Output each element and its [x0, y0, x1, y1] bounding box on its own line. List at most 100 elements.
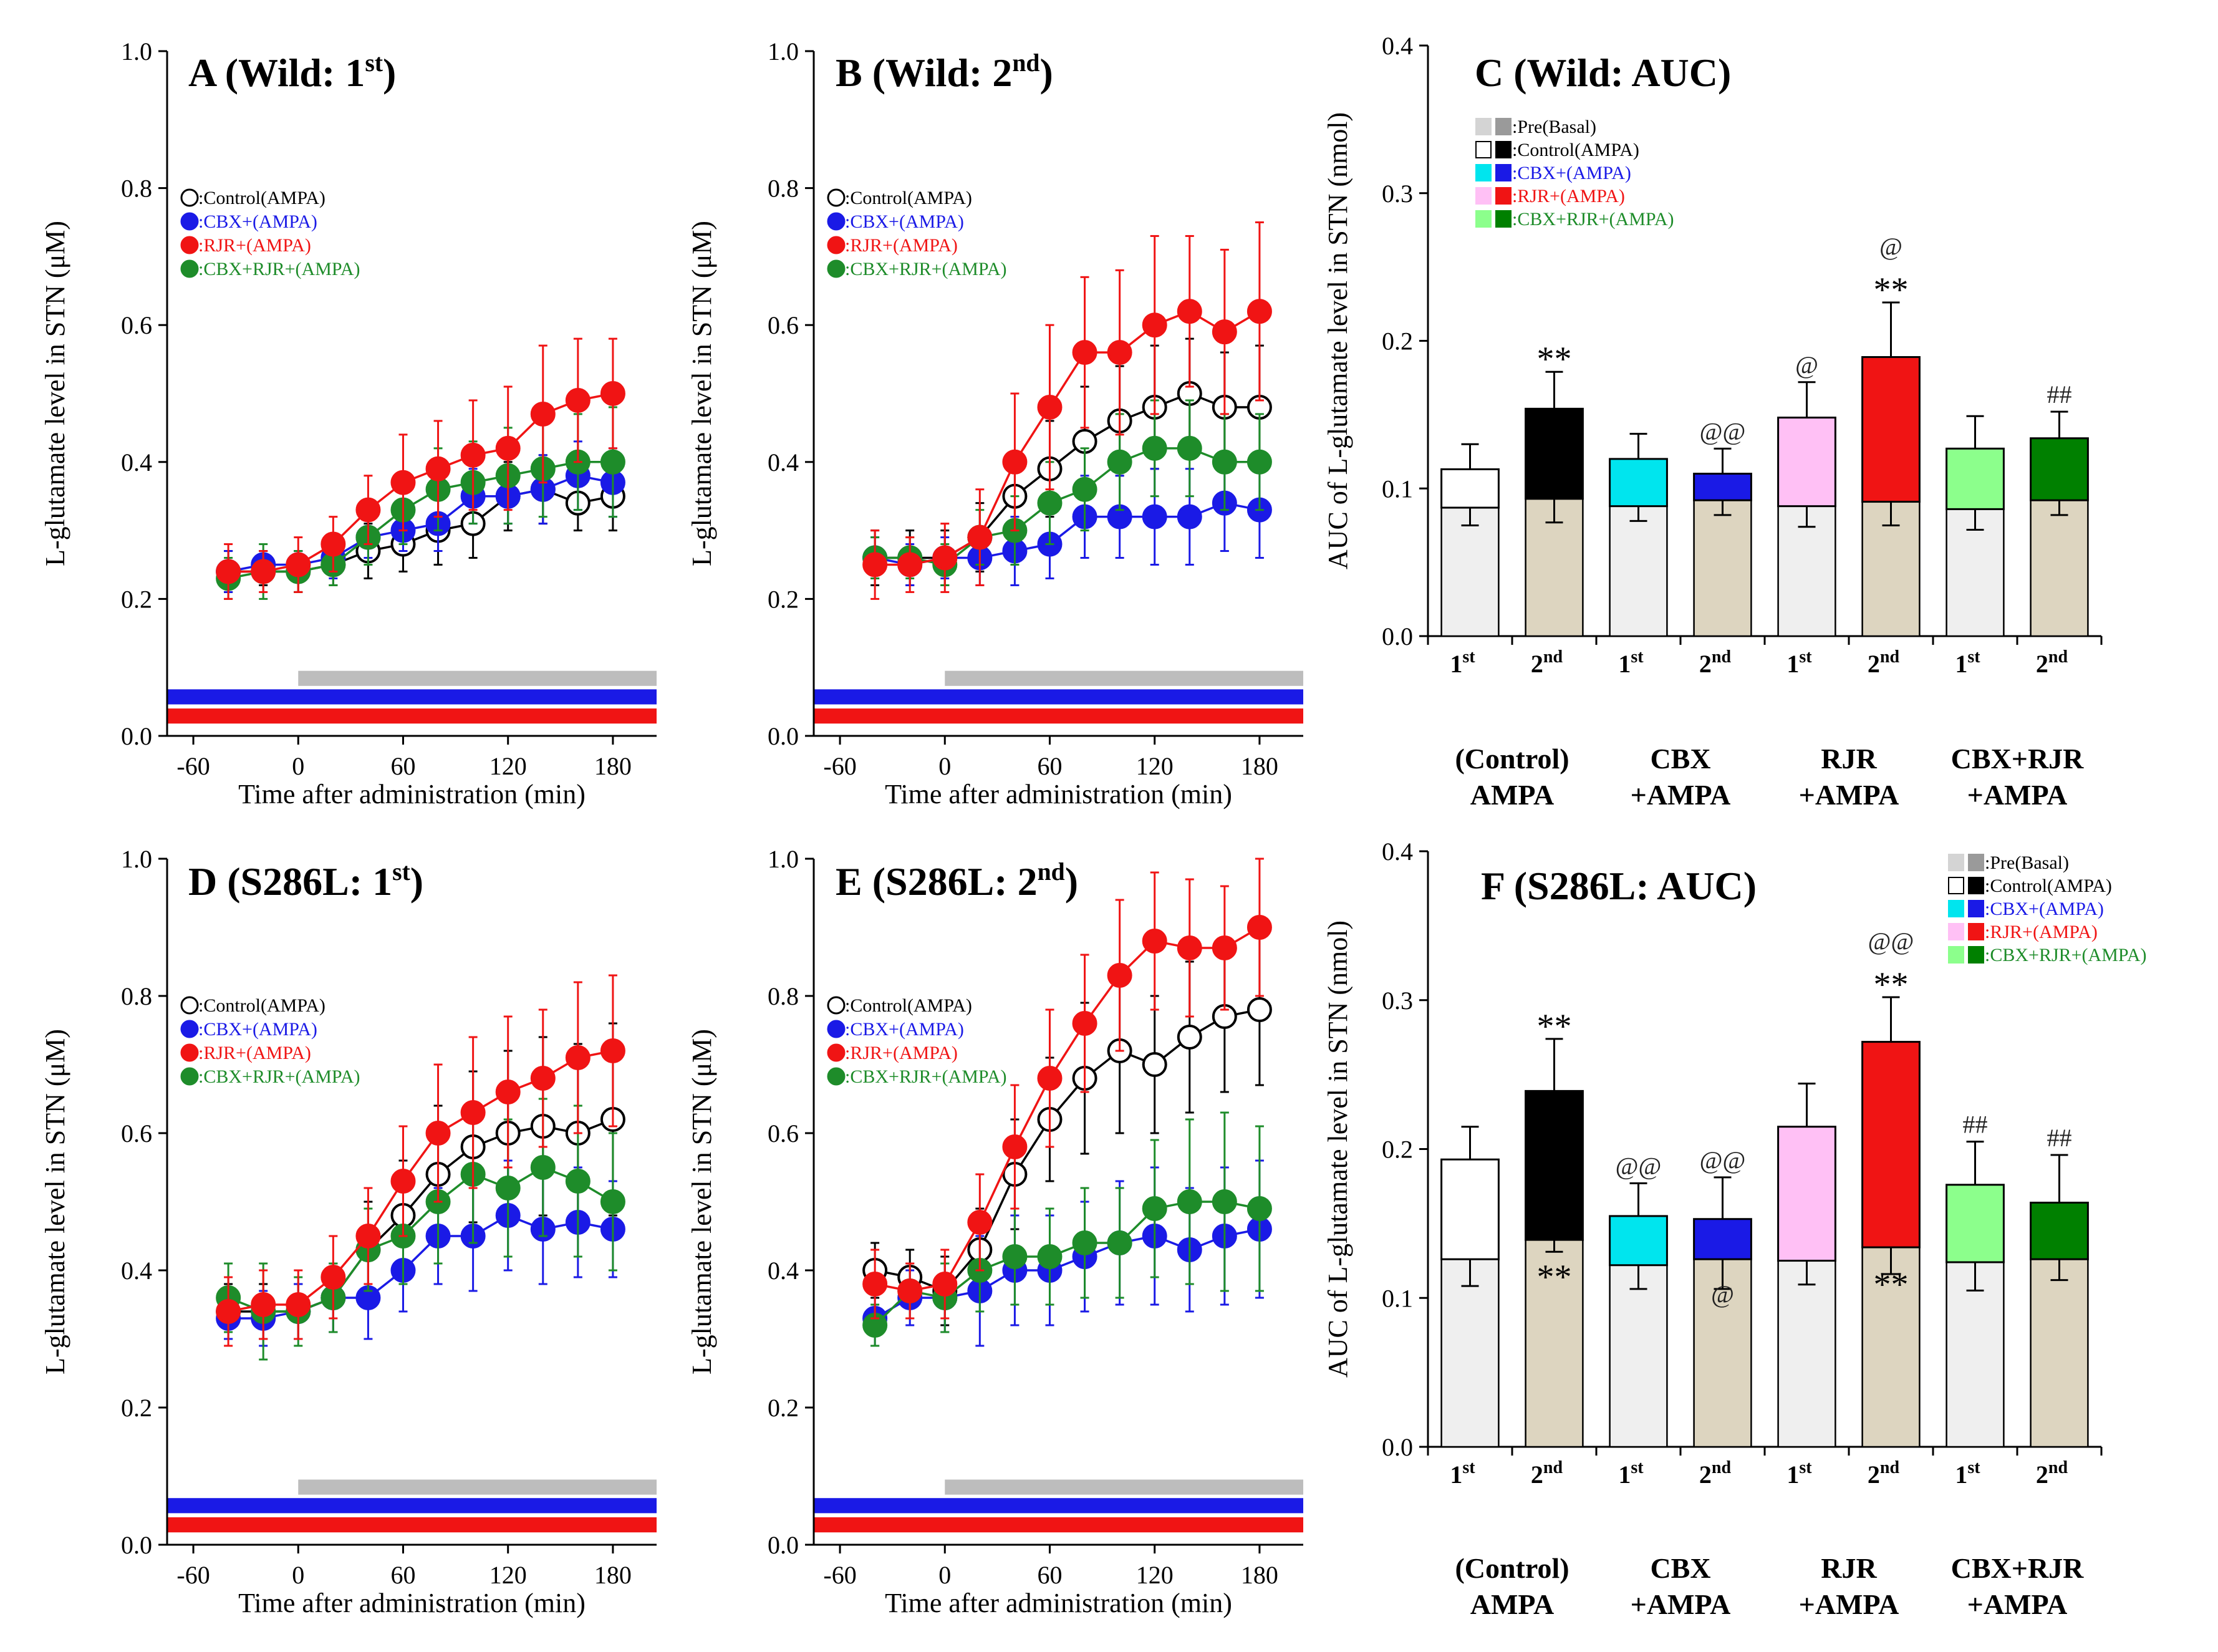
bar-label: 1st: [1786, 647, 1812, 678]
bar-label: 2nd: [2036, 647, 2068, 678]
data-point: [1212, 935, 1237, 960]
data-point: [1072, 1011, 1097, 1036]
bar-basal: [1777, 505, 1836, 637]
bar-label: 2nd: [1699, 1458, 1732, 1489]
panel-A: 0.0 0.2 0.4 0.6 0.8 1.0 -60 0 60 120 180 Time after…: [40, 37, 657, 809]
legend-swatch-light: [1948, 923, 1964, 940]
y-tick-label: 0.4: [121, 448, 152, 476]
y-tick-label: 0.2: [768, 585, 799, 613]
legend-label: :Control(AMPA): [198, 188, 325, 208]
panel-title-close: ): [1065, 859, 1078, 904]
bar-label-num: 1: [1786, 1461, 1799, 1489]
group-label-line1: CBX: [1650, 1552, 1710, 1584]
bar-label-sup: st: [1799, 1458, 1812, 1477]
data-point: [565, 1045, 591, 1070]
panel-C: 0.0 0.1 0.2 0.3 0.4 AUC of L-glutamate level …: [1323, 32, 2103, 811]
y-tick-label: 0.2: [121, 585, 152, 613]
bar-label: 2nd: [1699, 647, 1732, 678]
data-point: [1142, 435, 1167, 461]
legend-marker: [827, 212, 846, 231]
legend-marker: [180, 1043, 199, 1062]
admin-bar-gray: [945, 670, 1303, 686]
panel-title: D (S286L: 1st): [188, 858, 423, 904]
x-tick-label: -60: [176, 1561, 210, 1589]
panel-title: C (Wild: AUC): [1475, 51, 1731, 95]
bar-label-sup: nd: [2048, 647, 2068, 667]
legend-marker: [827, 1043, 846, 1062]
bar-basal: [2030, 499, 2089, 637]
series--cbx-ampa-: [216, 1159, 625, 1347]
bar-label: 1st: [1618, 1458, 1644, 1489]
data-point: [1002, 449, 1028, 475]
x-tick-label: 0: [938, 1561, 951, 1589]
panel-E: 0.0 0.2 0.4 0.6 0.8 1.0 -60 0 60 120 180 Time after…: [687, 845, 1303, 1618]
series--control-ampa-: [862, 337, 1272, 586]
bar-ampa: [1693, 473, 1752, 501]
bar-basal: [1693, 1258, 1752, 1448]
bar-label-sup: nd: [2048, 1458, 2068, 1477]
legend-label: :CBX+(AMPA): [845, 211, 964, 232]
data-point: [321, 531, 346, 557]
y-tick-label: 0.0: [121, 722, 152, 750]
significance-mark-inner: **: [1874, 1265, 1909, 1304]
data-point: [1037, 1244, 1063, 1269]
legend-label: :CBX+(AMPA): [1512, 163, 1631, 183]
bar-label-num: 1: [1786, 650, 1799, 678]
data-point: [321, 1265, 346, 1290]
legend-label: :Control(AMPA): [845, 995, 972, 1016]
data-point: [1072, 1230, 1097, 1255]
legend-swatch-dark: [1495, 187, 1512, 205]
group-label-line2: +AMPA: [1799, 779, 1899, 811]
bar-label-sup: st: [1967, 647, 1980, 667]
legend-marker: [180, 259, 199, 278]
data-point: [565, 1169, 591, 1194]
bar-ampa: [1777, 417, 1836, 508]
bar-basal: [2030, 1258, 2089, 1448]
legend-swatch-light: [1475, 118, 1492, 135]
bar-basal: [1609, 1264, 1668, 1448]
legend-marker: [827, 188, 846, 207]
legend-label: :CBX+RJR+(AMPA): [1512, 209, 1674, 229]
legend-marker: [180, 188, 199, 207]
data-point: [1142, 1052, 1167, 1077]
bar-label: 1st: [1618, 647, 1644, 678]
legend-label: :CBX+(AMPA): [198, 211, 317, 232]
y-tick-label: 0.0: [1382, 622, 1413, 650]
y-axis-label: L-glutamate level in STN (μM): [687, 1029, 717, 1374]
bar-label: 1st: [1955, 647, 1980, 678]
data-point: [425, 1121, 451, 1146]
data-point: [216, 559, 241, 584]
data-point: [1246, 449, 1272, 475]
data-point: [1002, 1134, 1028, 1159]
bar-label-sup: nd: [1880, 1458, 1900, 1477]
data-point: [1037, 1066, 1063, 1091]
legend-label: :Pre(Basal): [1512, 117, 1596, 137]
data-point: [251, 1292, 276, 1317]
y-tick-label: 0.4: [1382, 32, 1413, 60]
data-point: [1177, 435, 1202, 461]
admin-bar-gray: [945, 1479, 1303, 1495]
legend-swatch-dark: [1495, 210, 1512, 228]
bar-basal: [1525, 1239, 1584, 1448]
data-point: [495, 435, 521, 461]
y-tick-label: 0.6: [121, 1119, 152, 1147]
group-label-line1: CBX+RJR: [1951, 743, 2085, 775]
y-tick-label: 0.6: [768, 1119, 799, 1147]
y-tick-label: 0.6: [768, 311, 799, 339]
series--rjr-ampa-: [862, 857, 1272, 1320]
data-point: [530, 401, 556, 427]
y-tick-label: 0.8: [121, 982, 152, 1010]
bar-label-num: 1: [1955, 650, 1967, 678]
bar-label-sup: nd: [1880, 647, 1900, 667]
y-tick-label: 1.0: [121, 845, 152, 873]
y-tick-label: 0.4: [768, 1257, 799, 1285]
series-line: [874, 926, 1260, 1292]
significance-mark: @@: [1868, 927, 1914, 955]
series-line: [875, 310, 1260, 566]
data-point: [1177, 1025, 1202, 1050]
data-point: [1212, 1189, 1237, 1214]
x-axis-label: Time after administration (min): [238, 1588, 586, 1618]
bar-ampa: [1525, 1089, 1584, 1241]
bar-ampa: [1609, 458, 1668, 508]
y-tick-label: 0.4: [768, 448, 799, 476]
